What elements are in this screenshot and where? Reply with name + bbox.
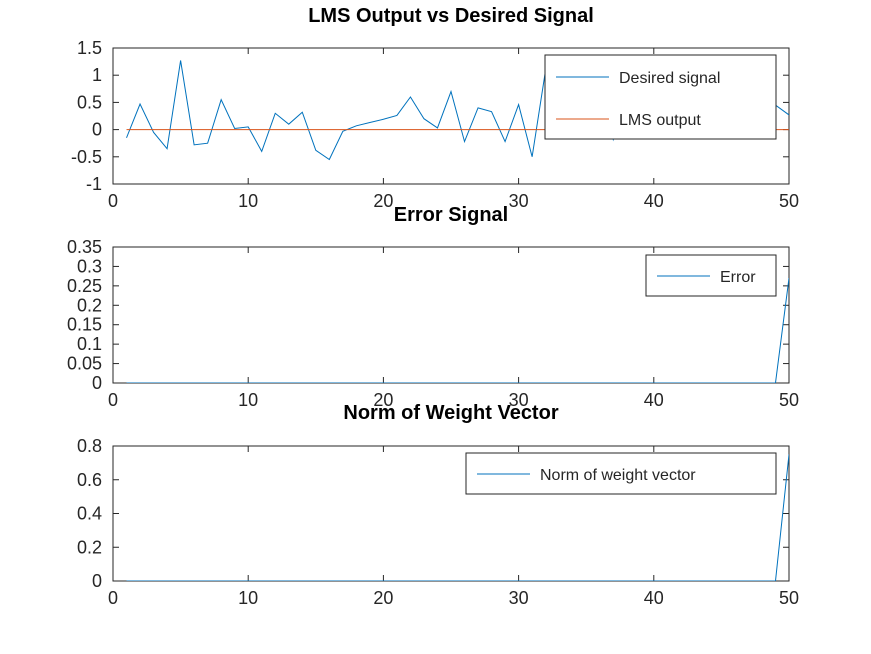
- legend: Desired signal LMS output: [544, 54, 777, 140]
- y-tick-label: 0.1: [77, 334, 102, 354]
- x-tick-label: 40: [644, 390, 664, 410]
- x-tick-label: 10: [238, 390, 258, 410]
- x-tick-label: 40: [644, 191, 664, 211]
- x-tick-label: 50: [779, 390, 799, 410]
- y-tick-label: 0.25: [67, 276, 102, 296]
- x-tick-label: 50: [779, 191, 799, 211]
- x-tick-label: 20: [373, 390, 393, 410]
- legend-label: Norm of weight vector: [540, 467, 696, 484]
- y-tick-label: 0.2: [77, 537, 102, 557]
- y-tick-label: 0: [92, 373, 102, 393]
- x-tick-label: 30: [509, 191, 529, 211]
- y-tick-label: 0.3: [77, 256, 102, 276]
- y-tick-label: 1.5: [77, 38, 102, 58]
- y-tick-label: 0.35: [67, 237, 102, 257]
- y-tick-label: 0: [92, 120, 102, 140]
- legend-label: Desired signal: [619, 70, 720, 87]
- chart-title: Error Signal: [394, 204, 508, 226]
- y-tick-label: 1: [92, 65, 102, 85]
- subplot-1: 0 10 20 30 40 50 -1 -0.5 0 0.5 1 1.5 Desired signal L…: [71, 5, 799, 211]
- y-tick-label: -1: [86, 174, 102, 194]
- legend: Error: [645, 254, 777, 297]
- x-tick-label: 0: [108, 390, 118, 410]
- y-tick-label: 0.05: [67, 354, 102, 374]
- y-tick-label: 0.6: [77, 470, 102, 490]
- y-tick-label: 0.4: [77, 504, 102, 524]
- legend: Norm of weight vector: [465, 452, 777, 495]
- y-tick-label: 0.5: [77, 92, 102, 112]
- subplot-3: 0 10 20 30 40 50 0 0.2 0.4 0.6 0.8 Norm of weight v…: [77, 402, 799, 608]
- y-tick-label: 0.8: [77, 436, 102, 456]
- x-tick-label: 10: [238, 588, 258, 608]
- subplot-2: 0 10 20 30 40 5000.050.10.150.20.250.30.35Err…: [67, 204, 799, 410]
- x-tick-label: 50: [779, 588, 799, 608]
- x-tick-label: 20: [373, 588, 393, 608]
- x-tick-label: 0: [108, 191, 118, 211]
- legend-label: Error: [720, 269, 756, 286]
- legend-label: LMS output: [619, 112, 701, 129]
- x-tick-label: 20: [373, 191, 393, 211]
- x-tick-label: 0: [108, 588, 118, 608]
- legend-box: [544, 54, 777, 140]
- y-tick-label: 0: [92, 571, 102, 591]
- x-tick-label: 30: [509, 588, 529, 608]
- x-tick-label: 40: [644, 588, 664, 608]
- chart-title: LMS Output vs Desired Signal: [308, 5, 594, 27]
- chart-title: Norm of Weight Vector: [343, 402, 558, 424]
- y-tick-label: 0.15: [67, 315, 102, 335]
- x-tick-label: 10: [238, 191, 258, 211]
- y-tick-label: 0.2: [77, 295, 102, 315]
- y-tick-label: -0.5: [71, 147, 102, 167]
- x-tick-label: 30: [509, 390, 529, 410]
